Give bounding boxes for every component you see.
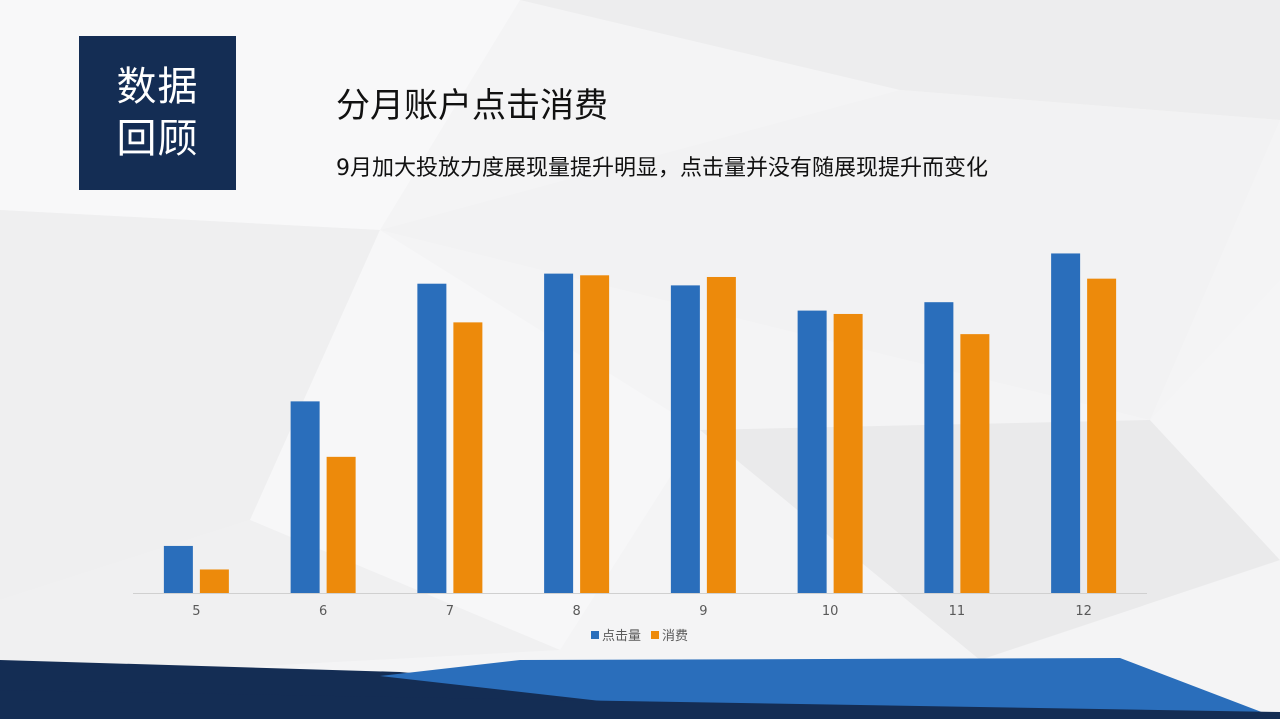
bar-clicks-11 [924,302,954,593]
bar-clicks-9 [670,285,700,593]
bar-clicks-5 [163,545,193,593]
x-tick-label: 11 [949,604,966,619]
bar-clicks-12 [1051,253,1081,593]
legend-swatch-1 [651,631,659,639]
badge-line-2: 回顾 [116,116,199,162]
section-badge: 数据 回顾 [79,36,236,190]
legend-label-0: 点击量 [602,629,641,644]
bar-clicks-10 [797,310,827,593]
bar-cost-6 [326,456,356,593]
bar-cost-7 [453,322,483,593]
legend-label-1: 消费 [662,629,688,644]
bar-cost-8 [580,275,610,593]
bar-cost-9 [706,276,736,593]
x-tick-label: 8 [572,604,580,619]
legend-swatch-0 [591,631,599,639]
bar-clicks-7 [417,283,447,593]
page-title: 分月账户点击消费 [336,86,608,126]
x-tick-label: 5 [192,604,200,619]
bar-cost-11 [960,334,990,593]
page-subtitle: 9月加大投放力度展现量提升明显，点击量并没有随展现提升而变化 [336,156,988,181]
bar-cost-10 [833,313,863,593]
x-tick-label: 7 [446,604,454,619]
badge-line-1: 数据 [116,64,199,110]
footer-blue-band [380,658,1280,719]
bar-cost-5 [199,569,229,593]
x-tick-label: 12 [1075,604,1092,619]
x-tick-label: 9 [699,604,707,619]
bar-clicks-8 [544,273,574,593]
x-tick-label: 10 [822,604,839,619]
x-tick-label: 6 [319,604,327,619]
bar-clicks-6 [290,401,320,593]
bar-cost-12 [1087,278,1117,593]
